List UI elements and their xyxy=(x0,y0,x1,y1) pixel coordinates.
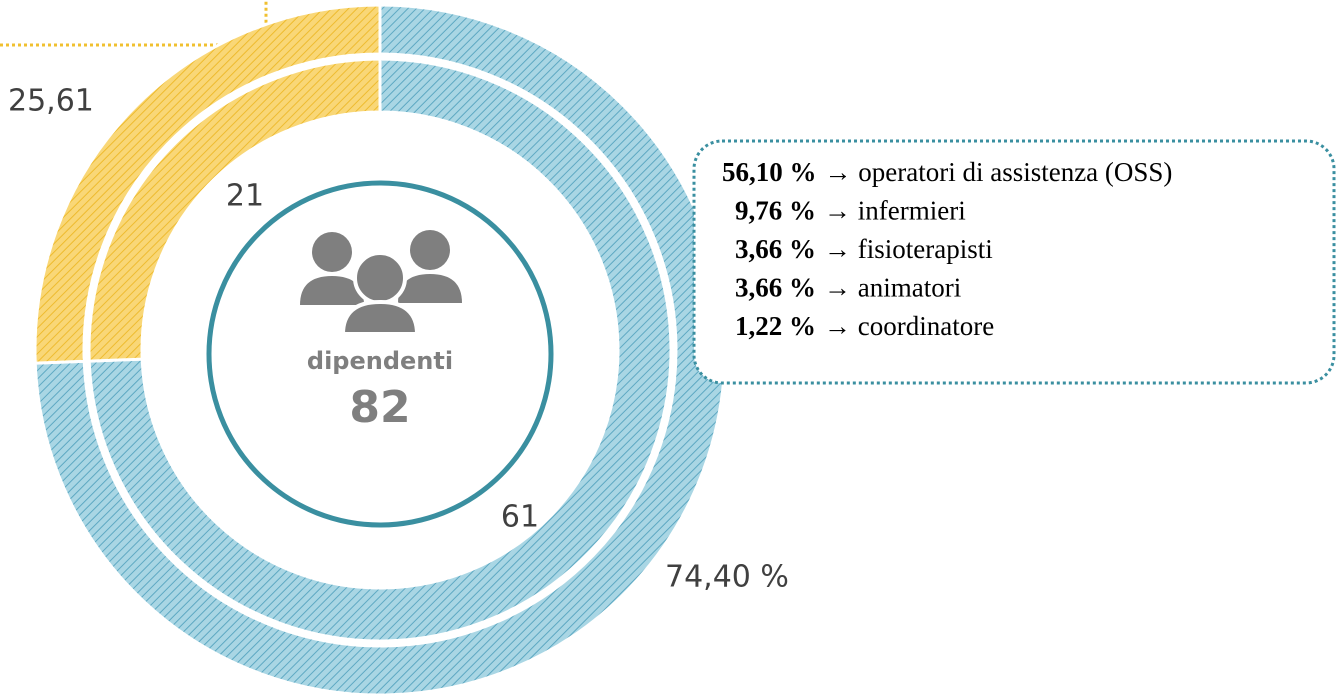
people-icon xyxy=(300,230,462,336)
callout-item: 3,66 % → animatori xyxy=(735,273,961,303)
callout-percent: 56,10 % xyxy=(722,157,817,187)
callout-item: 1,22 % → coordinatore xyxy=(735,311,994,341)
center-total: 82 xyxy=(349,382,410,433)
connector-line xyxy=(0,0,268,47)
callout-box xyxy=(692,139,1336,385)
callout-item: 3,66 % → fisioterapisti xyxy=(735,234,993,264)
center-circle xyxy=(206,180,554,528)
center-label: dipendenti xyxy=(307,347,453,375)
callout-percent: 3,66 % xyxy=(735,273,816,303)
callout-label: → operatori di assistenza (OSS) xyxy=(825,157,1173,187)
callout-percent: 3,66 % xyxy=(735,234,816,264)
segment-label: 25,61 xyxy=(8,84,94,119)
callout-label: → coordinatore xyxy=(824,311,994,341)
donut-segment xyxy=(87,57,673,643)
rings xyxy=(33,3,727,697)
segment-label: 61 xyxy=(501,500,539,535)
callout-percent: 1,22 % xyxy=(735,311,816,341)
callout-label: → fisioterapisti xyxy=(824,234,993,264)
callout-item: 9,76 % → infermieri xyxy=(735,196,966,226)
segment-label: 21 xyxy=(226,179,264,214)
callout-percent: 9,76 % xyxy=(735,196,816,226)
callout-label: → animatori xyxy=(824,273,961,303)
callout-label: → infermieri xyxy=(824,196,966,226)
callout-list: 56,10 % → operatori di assistenza (OSS) 9,… xyxy=(722,157,1172,341)
donut-segment xyxy=(87,57,382,363)
donut-segment xyxy=(33,3,382,365)
callout-item: 56,10 % → operatori di assistenza (OSS) xyxy=(722,157,1172,187)
segment-label: 74,40 % xyxy=(665,560,789,595)
